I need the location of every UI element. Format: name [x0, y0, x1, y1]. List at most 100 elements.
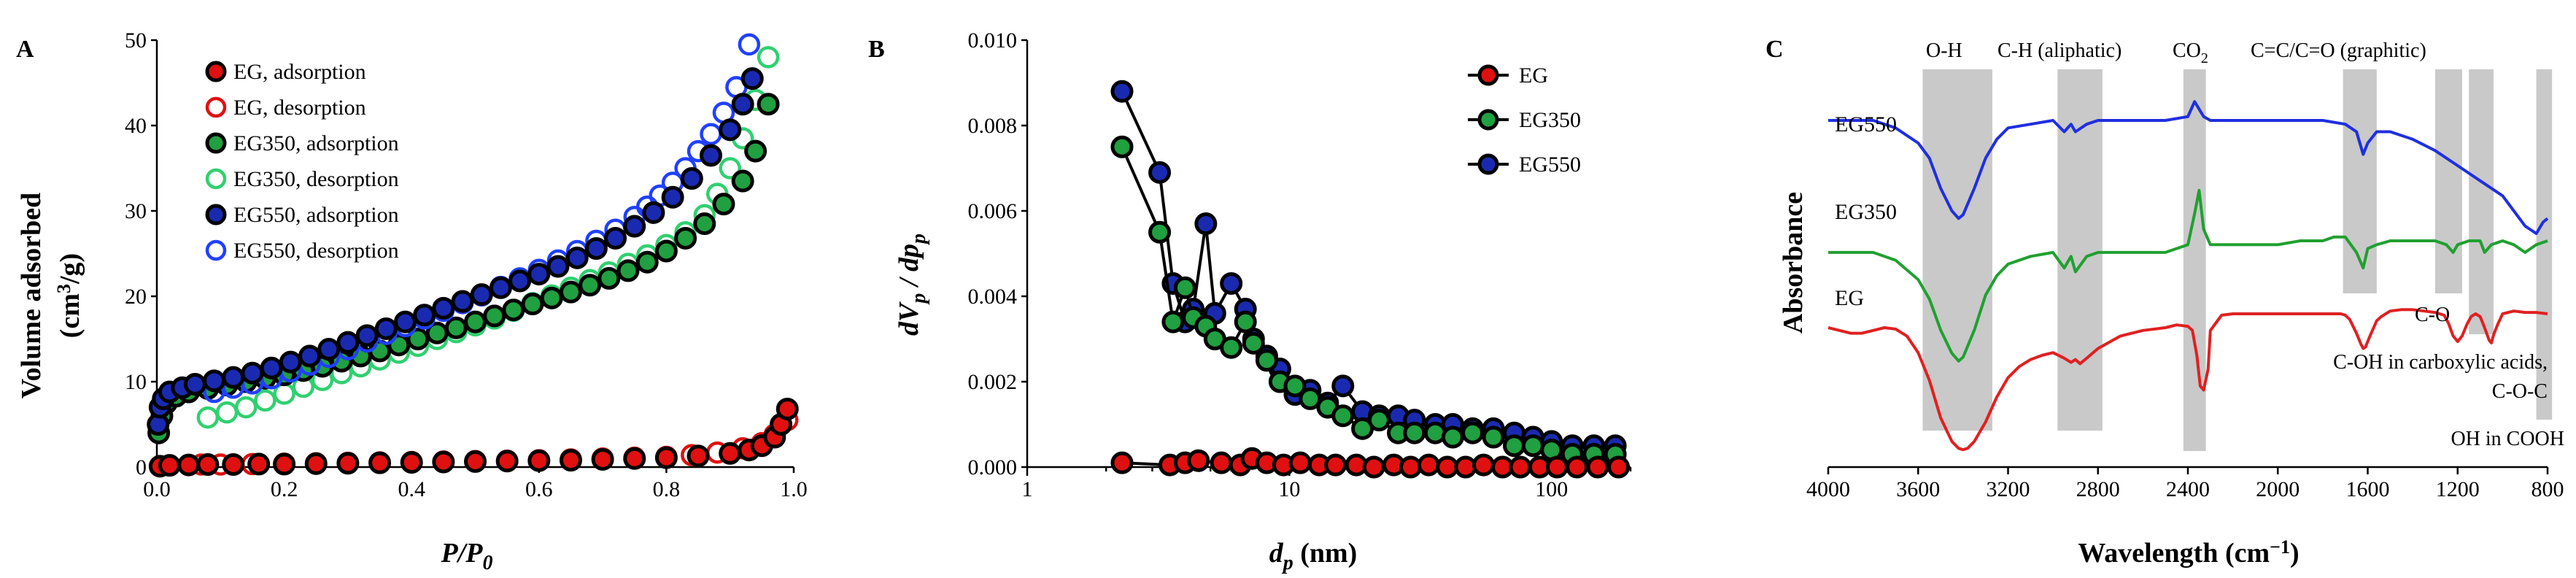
panel-c-x-tick-label: 1600	[2346, 477, 2390, 501]
panel-b-marker-eg350	[1283, 374, 1307, 398]
panel-b-marker-eg350	[1403, 421, 1426, 444]
panel-b-xlab-main: d	[1269, 538, 1284, 569]
panel-a-marker-eg350-adsorption	[757, 93, 780, 116]
panel-a-legend: EG, adsorption EG, desorption EG350, adsor…	[205, 60, 399, 263]
panel-b-marker-eg	[1454, 455, 1477, 479]
panel-a-marker-eg-adsorption	[196, 452, 220, 476]
panel-a-marker-eg550-adsorption	[241, 361, 264, 385]
panel-b-marker-eg350	[1521, 434, 1544, 458]
panel-a-marker-eg-adsorption	[527, 449, 551, 472]
panel-a-marker-eg550-adsorption	[336, 331, 360, 354]
panel-c-band	[2183, 69, 2206, 451]
panel-a-marker-eg550-adsorption	[740, 67, 764, 90]
panel-b-label: B	[868, 36, 885, 63]
panel-a-marker-eg350-adsorption	[731, 169, 754, 193]
panel-a-y-tick-label: 30	[125, 199, 147, 223]
panel-c-band	[2536, 69, 2553, 420]
panel-a-marker-eg550-adsorption	[183, 373, 206, 396]
panel-b-marker-eg550	[1148, 161, 1172, 184]
panel-c-x-tick-label: 1200	[2436, 477, 2480, 501]
panel-a-legend-marker	[205, 132, 227, 154]
panel-a-legend-marker	[205, 96, 227, 118]
panel-a-x-tick-label: 0.4	[398, 477, 425, 501]
panel-a-legend-label: EG350, desorption	[233, 167, 399, 191]
panel-a-marker-eg550-adsorption	[623, 215, 646, 238]
panel-c-band	[2434, 69, 2462, 293]
panel-a-marker-eg350-adsorption	[579, 274, 602, 297]
panel-c-spectrum-eg	[1827, 308, 2548, 452]
panel-b-line-eg550	[1121, 90, 1616, 447]
panel-c-xlab-post: )	[2290, 538, 2300, 569]
panel-a-x-axis-label: P/P0	[441, 538, 493, 574]
panel-b-xlab-post: (nm)	[1293, 538, 1358, 569]
panel-a-marker-eg350-adsorption	[616, 259, 640, 282]
panel-c-x-tick-label: 2800	[2076, 477, 2120, 501]
panel-a-marker-eg350-adsorption	[444, 316, 468, 339]
panel-a-marker-eg-adsorption	[177, 453, 201, 477]
panel-a-marker-eg350-adsorption	[635, 250, 659, 274]
band-label-graphitic: C=C/C=O (graphitic)	[2251, 39, 2426, 62]
panel-c-band	[2057, 69, 2103, 431]
panel-a-marker-eg350-desorption	[254, 389, 276, 412]
panel-a-marker-eg550-adsorption	[393, 310, 417, 334]
panel-a-marker-eg550-adsorption	[604, 226, 627, 250]
panel-a-marker-eg550-adsorption	[413, 304, 436, 327]
panel-a-marker-eg550-adsorption	[451, 290, 474, 313]
panel-a-ylab-post: /g)	[55, 253, 85, 285]
panel-a-marker-eg350-adsorption	[693, 212, 716, 236]
panel-b-marker-eg350	[1441, 425, 1464, 449]
panel-b-marker-eg	[1545, 455, 1569, 479]
panel-b-legend: EG EG350 EG550	[1468, 63, 1581, 177]
panel-a-marker-eg-adsorption	[158, 454, 181, 477]
panel-a-legend-label: EG, adsorption	[233, 60, 366, 84]
panel-a-marker-eg-adsorption	[495, 450, 519, 473]
panel-c-xlab-main: Wavelength (cm	[2078, 538, 2270, 569]
panel-a-marker-eg550-desorption	[738, 33, 761, 56]
annotation-c-o: C-O	[2415, 304, 2450, 326]
panel-a-marker-eg550-adsorption	[260, 356, 283, 379]
panel-a-marker-eg350-desorption	[757, 46, 780, 69]
panel-a-plot-area: 0 10 20 30 40 50 0.0 0.2 0.4 0.6 0.8 1.0 EG, adsorpt…	[125, 28, 808, 501]
panel-c-xlab-sup: −1	[2270, 536, 2290, 558]
panel-b-marker-eg350	[1367, 409, 1391, 432]
panel-a-marker-eg-adsorption	[273, 452, 296, 476]
panel-b-marker-eg350	[1161, 310, 1185, 334]
panel-b-marker-eg550	[1331, 374, 1355, 398]
panel-b-marker-eg	[1566, 455, 1589, 479]
panel-b-x-axis-label: dp (nm)	[1269, 538, 1358, 574]
panel-b-marker-eg350	[1173, 276, 1196, 299]
annotation-oh-cooh: OH in COOH	[2451, 428, 2564, 450]
panel-a-marker-eg550-adsorption	[700, 144, 723, 167]
panel-a-x-tick-label: 0.6	[525, 477, 553, 501]
panel-b-ylab-mid: / dp	[894, 244, 924, 293]
annotation-c-oh: C-OH in carboxylic acids,	[2333, 351, 2548, 374]
panel-a-marker-eg550-adsorption	[203, 369, 226, 393]
panel-c-spectrum-eg550	[1828, 100, 2549, 235]
panel-a-y-axis-label-line2: (cm3/g)	[53, 253, 85, 338]
panel-b-marker-eg550	[1110, 80, 1134, 103]
panel-b-marker-eg350	[1503, 434, 1526, 458]
panel-b-legend-label: EG550	[1519, 153, 1581, 177]
panel-a-marker-eg350-adsorption	[406, 328, 430, 350]
panel-a-marker-eg550-adsorption	[565, 246, 589, 269]
panel-b-marker-eg350	[1482, 425, 1505, 449]
panel-b-marker-eg	[1509, 455, 1532, 479]
panel-b-marker-eg	[1399, 455, 1423, 479]
panel-b-marker-eg550	[1194, 212, 1218, 236]
panel-b-marker-eg	[1210, 451, 1233, 474]
band-label-co2-main: CO	[2173, 39, 2201, 62]
panel-b-marker-eg	[1586, 455, 1609, 479]
panel-a-xlab-sub: 0	[482, 552, 492, 574]
panel-a-marker-eg-adsorption	[775, 397, 799, 420]
panel-a-ylab-sup: 3	[53, 284, 74, 293]
panel-c-series-label-eg550: EG550	[1835, 112, 1897, 136]
panel-b-y-tick-label: 0.010	[968, 28, 1018, 53]
panel-b-legend-marker	[1477, 153, 1499, 175]
panel-a-legend-marker	[205, 239, 227, 261]
panel-a-marker-eg350-adsorption	[712, 193, 735, 216]
panel-a-marker-eg550-adsorption	[470, 283, 493, 307]
panel-a-marker-eg-adsorption	[591, 447, 614, 471]
panel-a-y-tick-label: 40	[125, 114, 147, 138]
panel-a-legend-marker	[205, 204, 227, 226]
panel-a-y-tick-label: 50	[125, 28, 147, 53]
